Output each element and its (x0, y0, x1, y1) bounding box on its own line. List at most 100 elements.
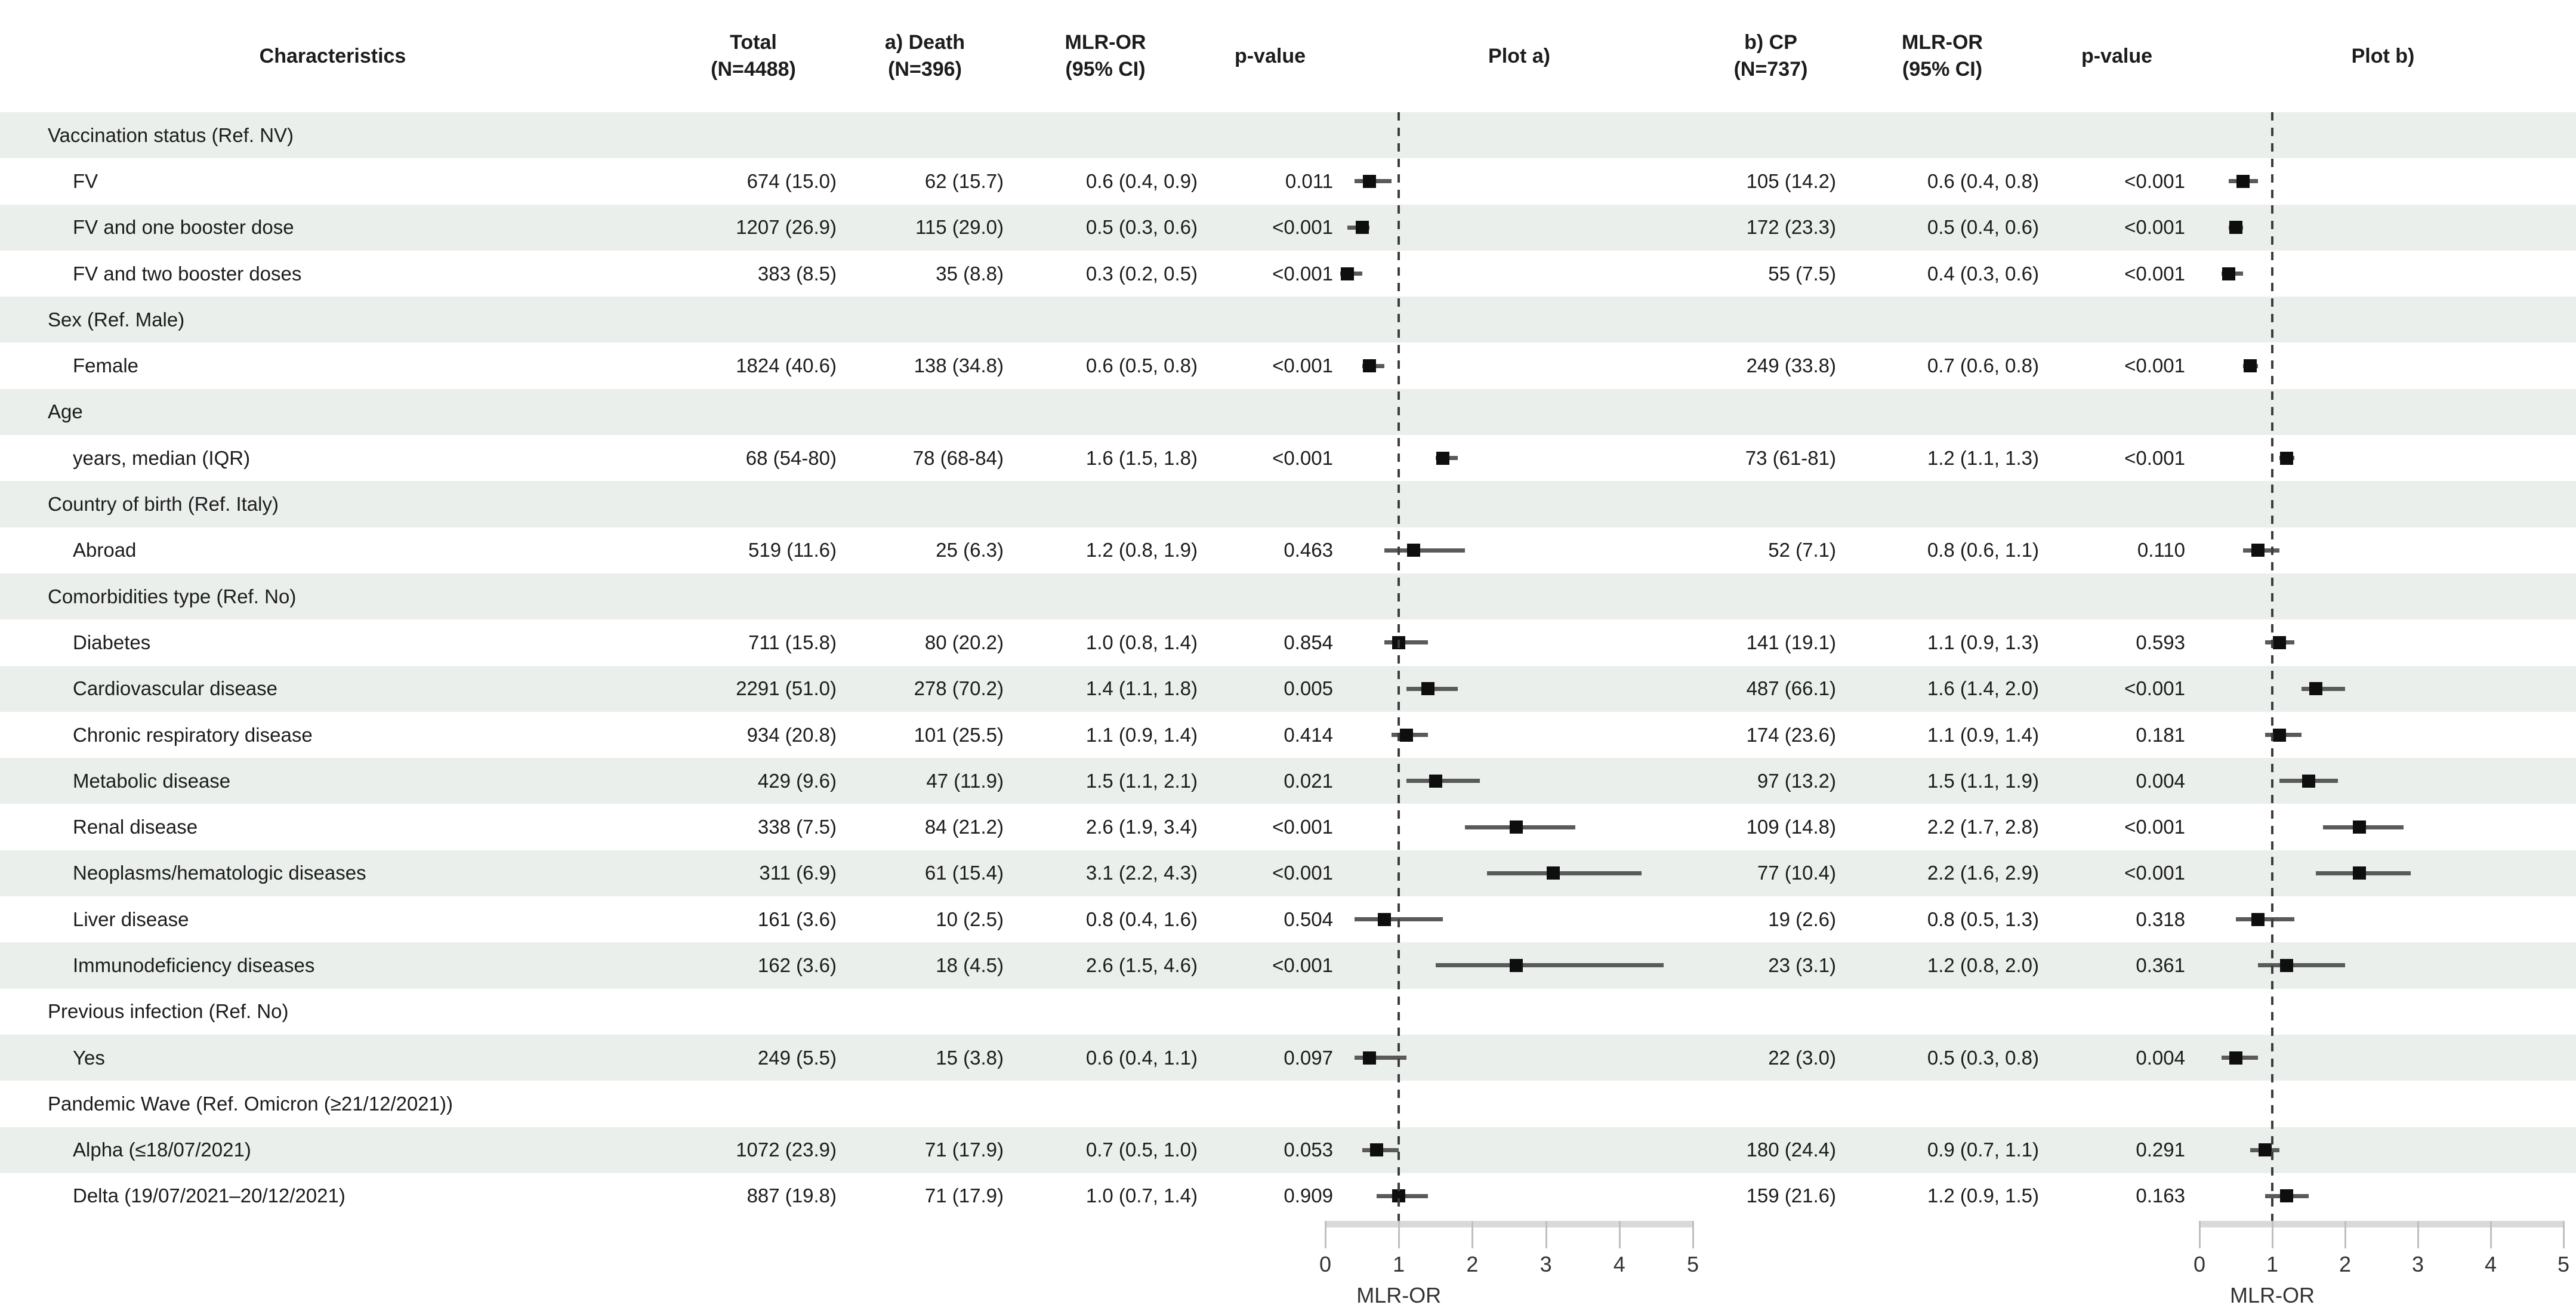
header-text: a) Death (884, 31, 965, 54)
pvalue-a-cell: 0.909 (1284, 1184, 1333, 1207)
death-cell: 115 (29.0) (915, 216, 1004, 239)
cp-cell: 159 (21.6) (1746, 1184, 1836, 1207)
header-text: Characteristics (259, 44, 406, 67)
point-marker-b (2353, 820, 2367, 834)
forest-cell-a (1338, 435, 1701, 481)
point-marker-b (2302, 774, 2315, 788)
point-marker-a (1370, 1143, 1384, 1157)
forest-cell-b (2190, 205, 2576, 251)
death-cell: 71 (17.9) (924, 1139, 1004, 1161)
axis-tick (1471, 1221, 1474, 1248)
or-a-cell: 0.3 (0.2, 0.5) (1085, 262, 1198, 285)
ci-line-b (2236, 917, 2294, 922)
point-marker-b (2251, 544, 2265, 557)
axis-tick (2417, 1221, 2419, 1248)
pvalue-b-cell: <0.001 (2124, 354, 2185, 377)
pvalue-b-cell: 0.163 (2136, 1184, 2185, 1207)
row-label: Sex (Ref. Male) (48, 308, 185, 331)
forest-cell-a (1338, 712, 1701, 758)
forest-cell-a (1338, 481, 1701, 527)
axis-tick (1398, 1221, 1400, 1248)
pvalue-b-cell: <0.001 (2124, 677, 2185, 700)
row-label: Pandemic Wave (Ref. Omicron (≥21/12/2021… (48, 1092, 453, 1115)
table-row: Delta (19/07/2021–20/12/2021) 887 (19.8) 7… (0, 1173, 2576, 1219)
or-b-cell: 1.2 (1.1, 1.3) (1927, 446, 2039, 469)
or-b-cell: 0.5 (0.3, 0.8) (1927, 1046, 2039, 1069)
pvalue-a-cell: 0.021 (1284, 769, 1333, 792)
forest-cell-b (2190, 989, 2576, 1035)
header-text: MLR-OR (1065, 31, 1146, 54)
axis-tick (2490, 1221, 2492, 1248)
or-a-cell: 2.6 (1.9, 3.4) (1085, 816, 1198, 838)
point-marker-b (2258, 1143, 2272, 1157)
point-marker-b (2251, 912, 2265, 926)
death-cell: 35 (8.8) (936, 262, 1004, 285)
cp-cell: 73 (61-81) (1745, 446, 1836, 469)
row-label: Liver disease (73, 908, 189, 930)
pvalue-b-cell: 0.361 (2136, 954, 2185, 976)
total-cell: 887 (19.8) (746, 1184, 837, 1207)
forest-cell-a (1338, 389, 1701, 435)
total-cell: 1824 (40.6) (736, 354, 837, 377)
or-a-cell: 3.1 (2.2, 4.3) (1085, 862, 1198, 884)
death-cell: 80 (20.2) (924, 631, 1004, 653)
column-header-cp: b) CP (N=737) (1701, 29, 1841, 83)
pvalue-b-cell: <0.001 (2124, 216, 2185, 239)
pvalue-a-cell: 0.414 (1284, 723, 1333, 746)
table-row: Metabolic disease 429 (9.6) 47 (11.9) 1.5 (… (0, 758, 2576, 804)
ci-line-a (1435, 963, 1664, 968)
or-a-cell: 1.4 (1.1, 1.8) (1085, 677, 1198, 700)
or-b-cell: 2.2 (1.7, 2.8) (1927, 816, 2039, 838)
cp-cell: 105 (14.2) (1746, 169, 1836, 192)
table-row: FV and one booster dose 1207 (26.9) 115 (2… (0, 204, 2576, 251)
or-a-cell: 0.6 (0.5, 0.8) (1085, 354, 1198, 377)
total-cell: 2291 (51.0) (736, 677, 837, 700)
header-text: Plot b) (2351, 44, 2415, 67)
forest-cell-b (2190, 112, 2576, 158)
axis-tick-label: 1 (1393, 1252, 1405, 1276)
forest-cell-b (2190, 481, 2576, 527)
death-cell: 47 (11.9) (926, 769, 1004, 792)
table-row: Yes 249 (5.5) 15 (3.8) 0.6 (0.4, 1.1) 0.097 2… (0, 1034, 2576, 1081)
header-text: (95% CI) (1065, 58, 1146, 81)
header-text: b) CP (1744, 31, 1797, 54)
point-marker-a (1510, 958, 1523, 972)
axis-tick-label: 0 (1319, 1252, 1332, 1276)
forest-cell-b (2190, 804, 2576, 850)
row-label: FV and one booster dose (73, 216, 294, 239)
pvalue-b-cell: <0.001 (2124, 262, 2185, 285)
table-row: Chronic respiratory disease 934 (20.8) 101… (0, 712, 2576, 758)
group-row: Sex (Ref. Male) (0, 297, 2576, 343)
or-a-cell: 1.6 (1.5, 1.8) (1085, 446, 1198, 469)
point-marker-a (1377, 912, 1391, 926)
row-label: Country of birth (Ref. Italy) (48, 493, 279, 516)
point-marker-a (1510, 820, 1523, 834)
axis-tick (2563, 1221, 2565, 1248)
row-label: Renal disease (73, 816, 198, 838)
axis-tick (1618, 1221, 1621, 1248)
forest-cell-b (2190, 1035, 2576, 1081)
pvalue-a-cell: 0.005 (1284, 677, 1333, 700)
forest-cell-a (1338, 942, 1701, 988)
column-header-mlr-or-b: MLR-OR (95% CI) (1841, 29, 2044, 83)
column-header-pvalue-b: p-value (2044, 43, 2190, 70)
death-cell: 71 (17.9) (924, 1184, 1004, 1207)
death-cell: 84 (21.2) (924, 816, 1004, 838)
table-body: Vaccination status (Ref. NV) FV 674 (15.0)… (0, 112, 2576, 1219)
or-b-cell: 2.2 (1.6, 2.9) (1927, 862, 2039, 884)
forest-cell-a (1338, 343, 1701, 388)
axis-tick-label: 5 (1686, 1252, 1699, 1276)
total-cell: 162 (3.6) (757, 954, 837, 976)
or-b-cell: 1.5 (1.1, 1.9) (1927, 769, 2039, 792)
or-b-cell: 1.2 (0.9, 1.5) (1927, 1184, 2039, 1207)
header-text: p-value (2081, 44, 2153, 67)
pvalue-a-cell: <0.001 (1272, 954, 1333, 976)
or-b-cell: 0.9 (0.7, 1.1) (1927, 1139, 2039, 1161)
forest-cell-a (1338, 158, 1701, 204)
point-marker-a (1362, 359, 1376, 373)
cp-cell: 141 (19.1) (1746, 631, 1836, 653)
forest-cell-b (2190, 389, 2576, 435)
row-label: FV (73, 169, 98, 192)
or-b-cell: 0.8 (0.6, 1.1) (1927, 539, 2039, 562)
pvalue-b-cell: 0.593 (2136, 631, 2185, 653)
